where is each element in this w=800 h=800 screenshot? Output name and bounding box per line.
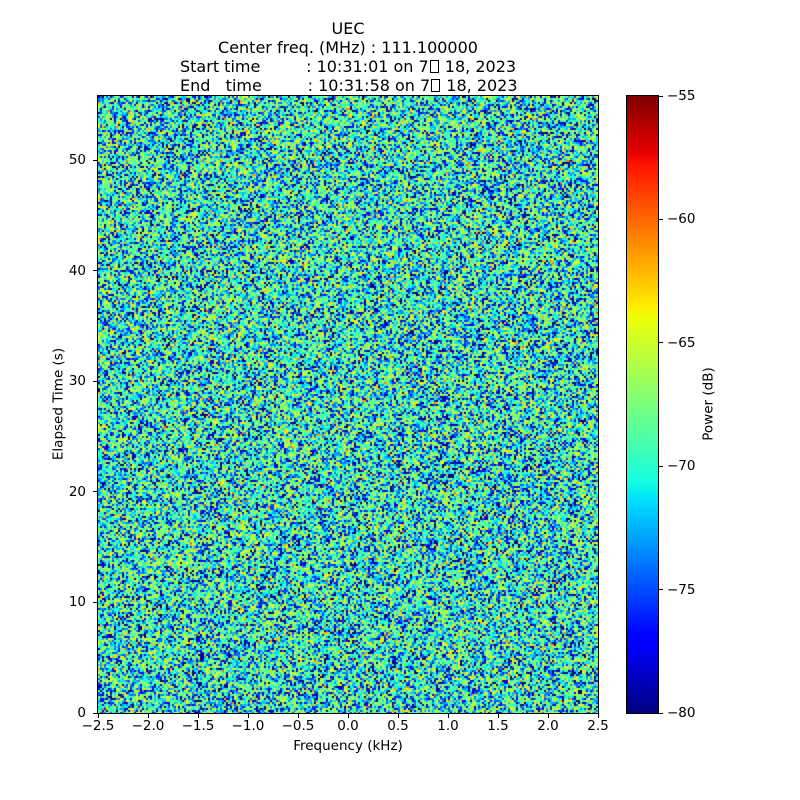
x-tick-mark xyxy=(347,714,349,718)
x-tick-label: 0.0 xyxy=(337,718,359,734)
colorbar-tick-mark xyxy=(659,589,663,591)
x-tick-label: −1.5 xyxy=(181,718,215,734)
x-tick-mark xyxy=(197,714,199,718)
x-tick-mark xyxy=(547,714,549,718)
colorbar-tick-label: −60 xyxy=(667,211,696,228)
colorbar-frame xyxy=(626,95,659,714)
center-freq-line: Center freq. (MHz) : 111.100000 xyxy=(218,38,478,57)
end-time-line: End time : 10:31:58 on 7 18, 2023 xyxy=(180,76,518,95)
x-tick-mark xyxy=(147,714,149,718)
x-tick-mark xyxy=(397,714,399,718)
colorbar-tick-mark xyxy=(659,712,663,714)
y-axis-label: Elapsed Time (s) xyxy=(50,347,67,461)
x-tick-label: 2.5 xyxy=(587,718,609,734)
y-tick-mark xyxy=(93,159,97,161)
colorbar-tick-label: −65 xyxy=(667,334,696,351)
x-tick-mark xyxy=(97,714,99,718)
x-tick-label: 1.5 xyxy=(487,718,509,734)
colorbar-tick-label: −55 xyxy=(667,88,696,104)
y-tick-label: 20 xyxy=(68,483,86,500)
spectrogram-heatmap xyxy=(98,96,598,713)
y-tick-label: 40 xyxy=(68,262,86,279)
colorbar-tick-mark xyxy=(659,342,663,344)
colorbar-tick-label: −75 xyxy=(667,581,696,598)
start-time-text: Start time : 10:31:01 on 7 xyxy=(180,57,429,76)
x-tick-label: −2.0 xyxy=(131,718,165,734)
y-tick-mark xyxy=(93,601,97,603)
x-tick-mark xyxy=(247,714,249,718)
x-axis-label: Frequency (kHz) xyxy=(293,738,403,754)
colorbar-tick-mark xyxy=(659,218,663,220)
y-tick-mark xyxy=(93,491,97,493)
y-tick-mark xyxy=(93,270,97,272)
x-tick-label: −0.5 xyxy=(281,718,315,734)
start-time-date: 18, 2023 xyxy=(439,57,517,76)
y-tick-label: 30 xyxy=(68,373,86,390)
x-tick-mark xyxy=(597,714,599,718)
x-tick-mark xyxy=(497,714,499,718)
y-tick-mark xyxy=(93,380,97,382)
missing-glyph-box xyxy=(429,60,439,73)
x-tick-label: 1.0 xyxy=(437,718,459,734)
plot-frame xyxy=(97,95,599,714)
missing-glyph-box xyxy=(431,79,441,92)
colorbar-label: Power (dB) xyxy=(700,367,717,441)
x-tick-label: 2.0 xyxy=(537,718,559,734)
x-tick-label: −1.0 xyxy=(231,718,265,734)
y-tick-mark xyxy=(93,712,97,714)
colorbar-tick-mark xyxy=(659,465,663,467)
start-time-line: Start time : 10:31:01 on 7 18, 2023 xyxy=(180,57,516,76)
x-tick-mark xyxy=(297,714,299,718)
y-tick-label: 0 xyxy=(77,705,86,721)
colorbar-tick-label: −80 xyxy=(667,705,696,721)
end-time-date: 18, 2023 xyxy=(441,76,518,95)
colorbar-tick-mark xyxy=(659,95,663,97)
end-time-text: End time : 10:31:58 on 7 xyxy=(180,76,431,95)
y-tick-label: 10 xyxy=(68,594,86,611)
plot-title: UEC xyxy=(331,19,365,38)
colorbar-gradient xyxy=(627,96,658,713)
y-tick-label: 50 xyxy=(68,152,86,169)
x-tick-mark xyxy=(447,714,449,718)
colorbar-tick-label: −70 xyxy=(667,458,696,475)
x-tick-label: 0.5 xyxy=(387,718,409,734)
x-tick-label: −2.5 xyxy=(81,718,115,734)
